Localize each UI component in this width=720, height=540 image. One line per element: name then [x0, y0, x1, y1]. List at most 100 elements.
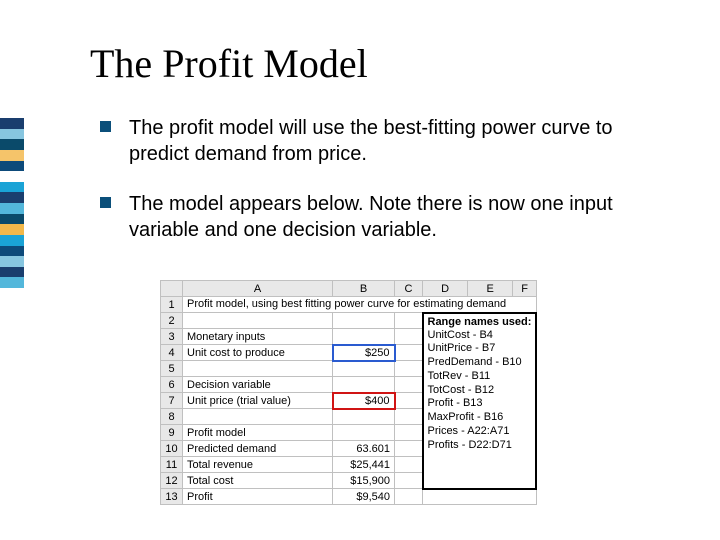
bullet-text: The profit model will use the best-fitti… [129, 115, 670, 167]
cell [333, 409, 395, 425]
cell [395, 377, 423, 393]
stripe [0, 161, 24, 172]
range-name-line: UnitPrice - B7 [428, 342, 532, 356]
cell [183, 313, 333, 329]
cell: Total revenue [183, 457, 333, 473]
col-header: C [395, 281, 423, 297]
stripe [0, 277, 24, 288]
bullet-icon [100, 197, 111, 208]
cell [395, 473, 423, 489]
col-header: E [468, 281, 513, 297]
stripe [0, 129, 24, 140]
col-header: D [423, 281, 468, 297]
stripe [0, 224, 24, 235]
stripe [0, 139, 24, 150]
row-header: 1 [161, 297, 183, 313]
range-name-line: Profit - B13 [428, 397, 532, 411]
bullet-item: The model appears below. Note there is n… [100, 191, 670, 243]
cell: Profit model [183, 425, 333, 441]
spreadsheet-table: A B C D E F 1 Profit model, using best f… [160, 280, 537, 505]
row-header: 4 [161, 345, 183, 361]
cell: Unit cost to produce [183, 345, 333, 361]
row-header: 10 [161, 441, 183, 457]
cell [183, 361, 333, 377]
cell: $9,540 [333, 489, 395, 505]
range-name-line: UnitCost - B4 [428, 329, 532, 343]
row-header: 5 [161, 361, 183, 377]
row-header: 13 [161, 489, 183, 505]
row-header: 3 [161, 329, 183, 345]
input-cell: $250 [333, 345, 395, 361]
range-names-title: Range names used: [428, 316, 532, 328]
cell [333, 361, 395, 377]
cell: $25,441 [333, 457, 395, 473]
cell [395, 313, 423, 329]
cell [395, 361, 423, 377]
cell: $15,900 [333, 473, 395, 489]
col-header: F [513, 281, 537, 297]
cell [395, 457, 423, 473]
range-name-line: PredDemand - B10 [428, 356, 532, 370]
spreadsheet: A B C D E F 1 Profit model, using best f… [160, 280, 537, 505]
cell [395, 409, 423, 425]
range-name-line: TotRev - B11 [428, 370, 532, 384]
stripe [0, 256, 24, 267]
row-header: 8 [161, 409, 183, 425]
cell: Total cost [183, 473, 333, 489]
cell: Profit [183, 489, 333, 505]
cell [395, 329, 423, 345]
header-row: A B C D E F [161, 281, 537, 297]
table-row: 1 Profit model, using best fitting power… [161, 297, 537, 313]
stripe [0, 171, 24, 182]
row-header: 6 [161, 377, 183, 393]
range-name-line: MaxProfit - B16 [428, 411, 532, 425]
cell [183, 409, 333, 425]
bullet-item: The profit model will use the best-fitti… [100, 115, 670, 167]
cell [395, 345, 423, 361]
stripe [0, 267, 24, 278]
stripe [0, 182, 24, 193]
stripe [0, 192, 24, 203]
row-header: 12 [161, 473, 183, 489]
stripe [0, 118, 24, 129]
cell [395, 425, 423, 441]
row-header: 7 [161, 393, 183, 409]
stripe [0, 235, 24, 246]
cell [333, 313, 395, 329]
range-name-line: TotCost - B12 [428, 384, 532, 398]
sidebar-decoration [0, 118, 24, 288]
cell: Predicted demand [183, 441, 333, 457]
range-name-line: Profits - D22:D71 [428, 439, 532, 453]
cell: Profit model, using best fitting power c… [183, 297, 537, 313]
cell: Monetary inputs [183, 329, 333, 345]
stripe [0, 214, 24, 225]
cell [395, 441, 423, 457]
slide-title: The Profit Model [90, 40, 368, 87]
row-header: 2 [161, 313, 183, 329]
cell [333, 377, 395, 393]
col-header: B [333, 281, 395, 297]
stripe [0, 203, 24, 214]
stripe [0, 150, 24, 161]
table-row: 13 Profit $9,540 [161, 489, 537, 505]
row-header: 9 [161, 425, 183, 441]
cell [395, 393, 423, 409]
stripe [0, 246, 24, 257]
cell [395, 489, 423, 505]
range-name-line: Prices - A22:A71 [428, 425, 532, 439]
cell [333, 425, 395, 441]
cell [333, 329, 395, 345]
bullet-icon [100, 121, 111, 132]
bullet-list: The profit model will use the best-fitti… [100, 115, 670, 267]
cell [423, 489, 537, 505]
row-header: 11 [161, 457, 183, 473]
table-row: 2 Range names used: UnitCost - B4 UnitPr… [161, 313, 537, 329]
range-names-box: Range names used: UnitCost - B4 UnitPric… [423, 313, 537, 489]
corner-cell [161, 281, 183, 297]
bullet-text: The model appears below. Note there is n… [129, 191, 670, 243]
cell: 63.601 [333, 441, 395, 457]
decision-cell: $400 [333, 393, 395, 409]
cell: Unit price (trial value) [183, 393, 333, 409]
cell: Decision variable [183, 377, 333, 393]
col-header: A [183, 281, 333, 297]
